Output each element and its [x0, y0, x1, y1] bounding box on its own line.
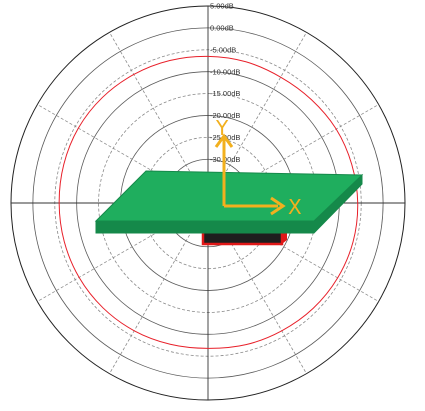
grid-spoke: [218, 32, 307, 185]
grid-spoke: [226, 104, 379, 193]
grid-spoke: [37, 213, 190, 302]
pcb-board: [94, 170, 364, 222]
grid-spoke: [109, 32, 198, 185]
grid-spoke: [218, 221, 307, 374]
grid-spoke: [37, 104, 190, 193]
radial-tick-label: 5.00dB: [210, 2, 234, 11]
y-axis-label: Y: [215, 116, 229, 140]
radial-tick-label: -20.00dB: [210, 111, 240, 120]
radial-tick-label: -10.00dB: [210, 67, 240, 76]
y-axis-arrow: [214, 133, 234, 206]
pcb-orientation-illustration: Y X: [94, 116, 364, 246]
radial-tick-label: -5.00dB: [210, 45, 236, 54]
radial-tick-label: -15.00dB: [210, 89, 240, 98]
pattern-series: [58, 55, 359, 349]
series-line: [58, 55, 359, 349]
x-axis-arrow: [224, 196, 286, 216]
grid-spoke: [226, 213, 379, 302]
grid-spoke: [109, 221, 198, 374]
radial-tick-label: 0.00dB: [210, 23, 234, 32]
x-axis-label: X: [288, 195, 302, 219]
